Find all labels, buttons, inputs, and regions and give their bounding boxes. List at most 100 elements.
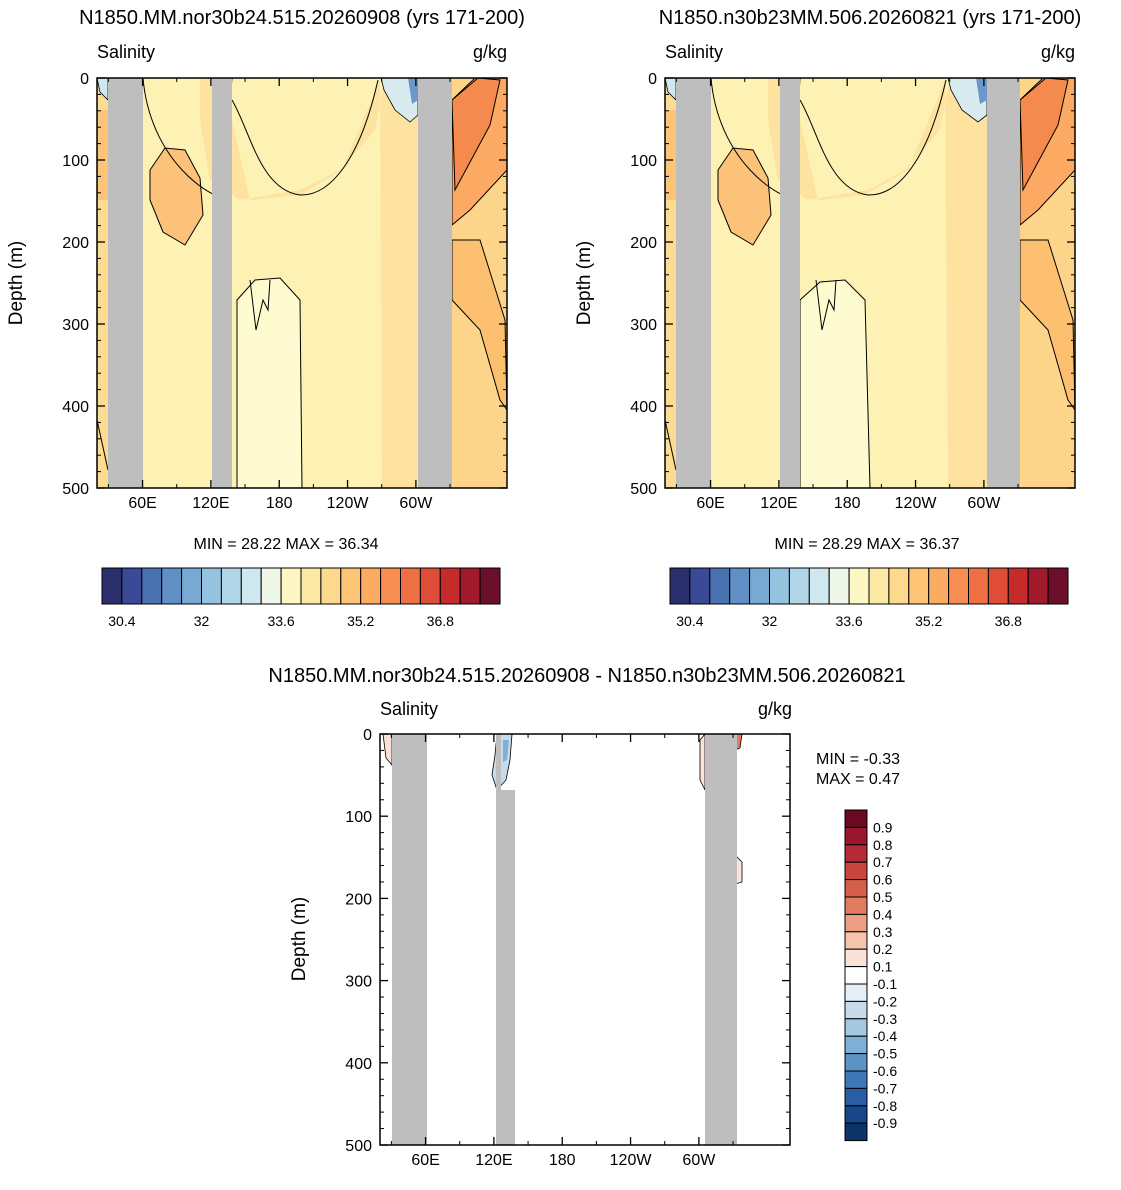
colorbar-swatch [709,567,731,605]
colorbar-swatch [844,1105,868,1124]
colorbar-label: 33.6 [835,613,862,629]
colorbar-swatch [459,567,481,605]
colorbar-swatch [729,567,751,605]
colorbar-swatch [439,567,461,605]
y-tick-label: 200 [345,891,372,908]
panel-1-frame [96,77,508,489]
colorbar-label: 0.8 [873,837,893,853]
panel-2-minmax: MIN = 28.29 MAX = 36.37 [775,536,960,553]
colorbar-swatch [340,567,362,605]
x-tick-label: 180 [549,1152,576,1169]
colorbar-swatch [380,567,402,605]
colorbar-swatch [844,931,868,950]
colorbar-swatch [689,567,711,605]
colorbar-label: 30.4 [108,613,135,629]
colorbar-label: -0.2 [873,993,897,1009]
colorbar-swatch [749,567,770,605]
colorbar-swatch [948,567,969,605]
x-tick-label: 180 [266,495,293,512]
colorbar-swatch [868,567,890,605]
colorbar-3: 0.90.80.70.60.50.40.30.20.1-0.1-0.2-0.3-… [844,809,897,1142]
y-tick-label: 400 [62,399,89,416]
colorbar-label: -0.5 [873,1046,897,1062]
colorbar-swatch [828,567,850,605]
colorbar-swatch [788,567,810,605]
colorbar-swatch [300,567,322,605]
colorbar-swatch [844,896,868,915]
colorbar-swatch [844,1122,868,1142]
colorbar-swatch [181,567,203,605]
colorbar-2: 30.4 32 33.6 35.2 36.8 [669,567,1069,629]
colorbar-swatch [848,567,870,605]
panel-1-field [97,78,507,488]
colorbar-label: 0.5 [873,889,893,905]
colorbar-swatch [240,567,262,605]
panel-1-axes: 0 100 200 300 400 500 60E 120E 180 120W 60W [62,71,507,512]
colorbar-label: 36.8 [427,613,454,629]
panel-1-units: g/kg [473,42,507,62]
panel-2-axes: 0 100 200 300 400 500 60E 120E 180 120W 60W [630,71,1075,512]
y-tick-label: 400 [345,1056,372,1073]
colorbar-swatch [987,567,1009,605]
colorbar-swatch [844,913,868,933]
colorbar-label: -0.8 [873,1098,897,1114]
colorbar-swatch [280,567,302,605]
colorbar-swatch [844,826,868,846]
colorbar-label: 32 [194,613,210,629]
colorbar-swatch [844,879,868,898]
colorbar-swatch [769,567,790,605]
y-tick-label: 300 [62,317,89,334]
colorbar-swatch [888,567,910,605]
colorbar-swatch [844,1053,868,1072]
colorbar-label: 0.7 [873,854,893,870]
colorbar-label: -0.1 [873,976,897,992]
colorbar-swatch [260,567,282,605]
colorbar-swatch [844,861,868,881]
colorbar-swatch [844,966,868,985]
y-tick-label: 0 [80,71,89,88]
colorbar-swatch [320,567,342,605]
panel-3-field [380,734,790,1145]
colorbar-swatch [968,567,989,605]
colorbar-label: -0.9 [873,1115,897,1131]
colorbar-swatch [908,567,930,605]
x-tick-label: 60E [411,1152,439,1169]
x-tick-label: 120E [760,495,797,512]
panel-3-axes: 0 100 200 300 400 500 60E 120E 180 120W 60W [345,727,790,1169]
colorbar-label: 30.4 [676,613,703,629]
colorbar-swatch [479,567,501,605]
panel-2-frame [664,77,1076,489]
colorbar-swatch [201,567,222,605]
colorbars: 30.4 32 33.6 35.2 36.8 30.4 32 33.6 35.2 36.8 0.9 0… [101,567,1069,1142]
panel-2-left-label: Salinity [665,42,723,62]
y-tick-label: 200 [630,235,657,252]
panel-2-title: N1850.n30b23MM.506.20260821 (yrs 171-200… [659,7,1082,29]
colorbar-swatch [101,567,123,605]
y-tick-label: 200 [62,235,89,252]
colorbar-swatch [844,844,868,863]
colorbar-label: 0.3 [873,924,893,940]
colorbar-label: 32 [762,613,778,629]
panel-1-minmax: MIN = 28.22 MAX = 36.34 [194,536,379,553]
colorbar-label: -0.7 [873,1080,897,1096]
panel-3-title: N1850.MM.nor30b24.515.20260908 - N1850.n… [268,665,905,687]
colorbar-swatch [1027,567,1049,605]
y-tick-label: 0 [363,727,372,744]
x-tick-label: 60E [128,495,156,512]
colorbar-label: 36.8 [995,613,1022,629]
panel-3-frame [379,733,791,1146]
panel-3: N1850.MM.nor30b24.515.20260908 - N1850.n… [268,665,906,1146]
x-tick-label: 120W [327,495,370,512]
colorbar-swatch [220,567,242,605]
x-tick-label: 120E [192,495,229,512]
colorbar-label: 35.2 [915,613,942,629]
colorbar-swatch [1007,567,1029,605]
colorbar-swatch [844,1087,868,1107]
colorbar-swatch [1047,567,1069,605]
colorbar-swatch [844,1070,868,1089]
y-tick-label: 500 [630,481,657,498]
colorbar-swatch [844,1018,868,1037]
colorbar-swatch [161,567,183,605]
colorbar-swatch [419,567,441,605]
